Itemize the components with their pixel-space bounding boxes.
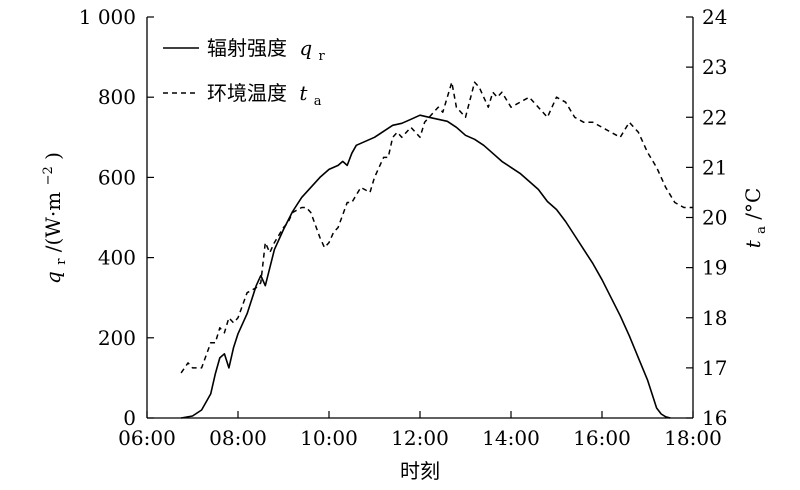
x-tick-label: 06:00 <box>118 426 176 450</box>
legend-label-radiation-sub: r <box>319 49 326 64</box>
legend-label-radiation-symbol: q <box>299 36 312 60</box>
legend-label-radiation: 辐射强度 q r <box>207 36 326 64</box>
right-y-ticks: 16 17 18 19 20 21 22 23 24 <box>686 5 727 430</box>
x-tick-label: 18:00 <box>664 426 722 450</box>
left-y-axis-title-unit-close: ) <box>41 152 65 160</box>
x-tick-label: 16:00 <box>573 426 631 450</box>
x-axis-title: 时刻 <box>400 459 440 483</box>
right-y-axis-title-sub: a <box>754 226 769 234</box>
legend: 辐射强度 q r 环境温度 t a <box>163 36 326 109</box>
left-y-tick-label: 0 <box>123 406 136 430</box>
left-y-tick-label: 400 <box>98 246 136 270</box>
right-y-tick-label: 24 <box>702 5 727 29</box>
right-y-tick-label: 21 <box>702 155 727 179</box>
right-y-axis-title-unit: /°C <box>741 188 765 220</box>
left-y-axis-title-unit: /(W·m <box>41 192 65 252</box>
left-y-tick-label: 1 000 <box>79 5 136 29</box>
left-y-tick-label: 200 <box>98 326 136 350</box>
left-y-axis-title-sub: r <box>54 258 69 265</box>
right-y-axis-title-symbol: t <box>741 239 765 248</box>
left-y-axis-title: q r /(W·m −2 ) <box>33 152 70 284</box>
x-tick-label: 14:00 <box>482 426 540 450</box>
x-tick-label: 10:00 <box>300 426 358 450</box>
right-y-tick-label: 17 <box>702 356 727 380</box>
right-y-tick-label: 16 <box>702 406 727 430</box>
left-y-axis-title-symbol: q <box>41 271 65 284</box>
left-y-tick-label: 800 <box>98 85 136 109</box>
series-radiation-line <box>180 114 671 419</box>
right-y-tick-label: 23 <box>702 55 727 79</box>
legend-label-temperature-name: 环境温度 <box>207 81 287 105</box>
x-tick-label: 08:00 <box>209 426 267 450</box>
right-y-tick-label: 18 <box>702 306 727 330</box>
right-y-tick-label: 20 <box>702 206 727 230</box>
legend-label-temperature: 环境温度 t a <box>207 81 322 109</box>
left-y-tick-label: 600 <box>98 165 136 189</box>
x-tick-label: 12:00 <box>391 426 449 450</box>
legend-label-temperature-sub: a <box>314 94 322 109</box>
series-temperature-line <box>180 81 693 374</box>
left-y-ticks: 0 200 400 600 800 1 000 <box>79 5 154 430</box>
left-y-axis-title-unit-sup: −2 <box>41 166 56 185</box>
right-y-tick-label: 19 <box>702 256 727 280</box>
legend-label-temperature-symbol: t <box>299 81 308 105</box>
right-y-tick-label: 22 <box>702 105 727 129</box>
legend-label-radiation-name: 辐射强度 <box>207 36 287 60</box>
right-y-axis-title: t a /°C <box>741 188 770 249</box>
x-ticks: 06:00 08:00 10:00 12:00 14:00 16:00 18:00 <box>118 411 722 450</box>
